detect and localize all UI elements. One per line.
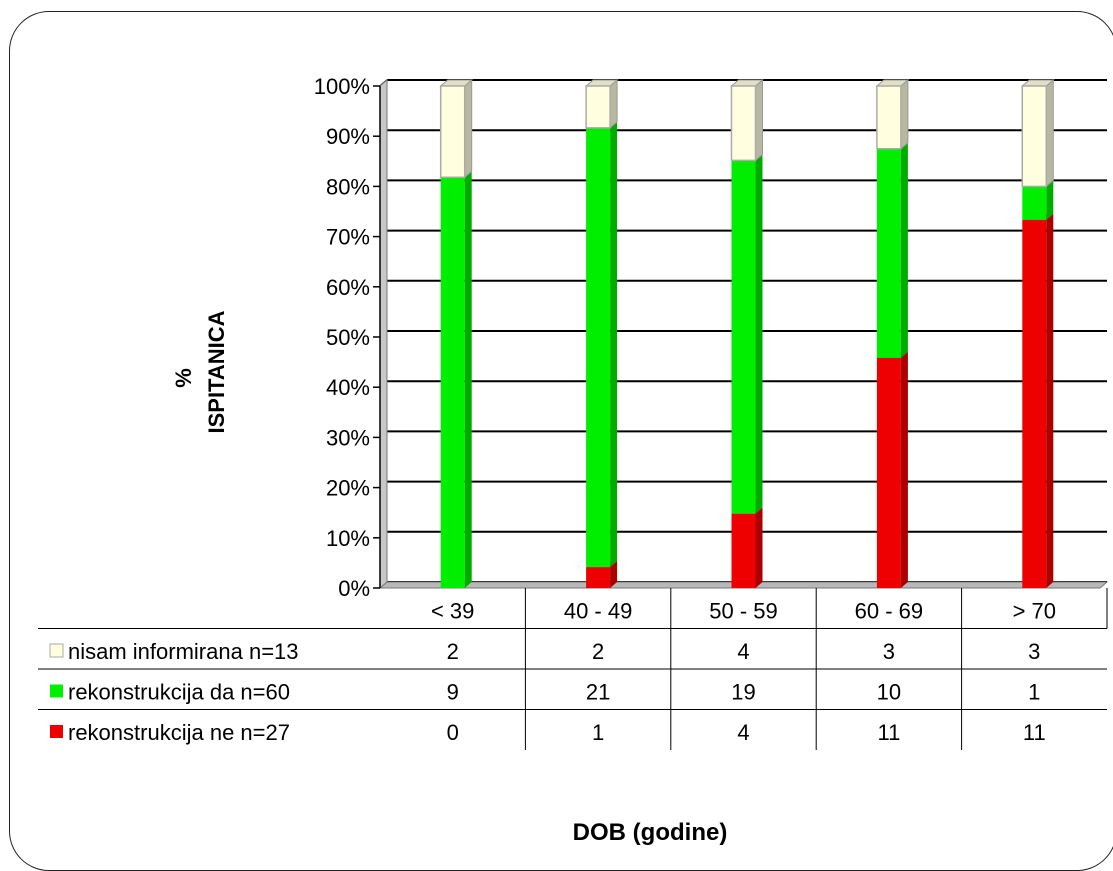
table-cell: 19 xyxy=(731,680,755,705)
bar-segment-rekonstrukcija-da xyxy=(731,160,756,514)
bar-segment-nisam-informirana-side xyxy=(755,78,763,162)
bar-segment-nisam-informirana-side xyxy=(464,78,473,179)
bar-segment-rekonstrukcija-ne-side xyxy=(755,507,763,588)
table-cell: 4 xyxy=(737,720,749,745)
table-cell: 21 xyxy=(586,680,610,705)
y-axis-label: ISPITANICA xyxy=(204,310,229,433)
x-tick-label: 50 - 59 xyxy=(709,599,778,624)
y-tick-label: 80% xyxy=(326,174,370,199)
legend-entry: nisam informirana n=13 xyxy=(68,639,299,664)
bar-segment-rekonstrukcija-da xyxy=(1022,186,1047,220)
y-tick-label: 70% xyxy=(326,225,370,250)
bar-segment-nisam-informirana xyxy=(876,85,902,150)
table-cell: 2 xyxy=(447,639,459,664)
bar-segment-rekonstrukcija-ne xyxy=(586,567,611,588)
bar-segment-rekonstrukcija-da xyxy=(440,177,465,589)
y-tick-label: 100% xyxy=(314,74,370,99)
y-tick-label: 0% xyxy=(338,576,370,601)
bar-segment-rekonstrukcija-ne-side xyxy=(1046,213,1054,588)
bar-segment-nisam-informirana xyxy=(585,85,611,129)
x-axis-label: DOB (godine) xyxy=(573,819,728,846)
chart-frame xyxy=(9,11,1113,871)
y-tick-label: 60% xyxy=(326,275,370,300)
table-cell: 0 xyxy=(447,720,459,745)
table-cell: 2 xyxy=(592,639,604,664)
table-cell: 11 xyxy=(1023,720,1046,745)
bar-segment-rekonstrukcija-ne xyxy=(876,357,901,588)
table-cell: 11 xyxy=(877,720,900,745)
bar-segment-nisam-informirana xyxy=(730,85,757,162)
chart-side-wall xyxy=(379,78,388,590)
bar-segment-rekonstrukcija-da xyxy=(586,127,611,568)
bar-segment-rekonstrukcija-da-side xyxy=(610,121,618,568)
legend-swatch xyxy=(49,643,64,658)
y-axis-label-symbol: % xyxy=(171,368,196,388)
y-tick-label: 50% xyxy=(326,325,370,350)
x-tick-label: > 70 xyxy=(1013,599,1056,624)
bar-segment-rekonstrukcija-da-side xyxy=(900,142,908,358)
y-tick-label: 30% xyxy=(326,425,370,450)
x-tick-label: < 39 xyxy=(431,599,474,624)
x-tick-label: 40 - 49 xyxy=(564,599,633,624)
bar-segment-rekonstrukcija-ne-side xyxy=(610,561,618,588)
bar-segment-nisam-informirana-side xyxy=(609,78,618,129)
table-cell: 10 xyxy=(877,680,901,705)
bar-segment-rekonstrukcija-ne-side xyxy=(900,351,908,588)
bar-segment-nisam-informirana-side xyxy=(1045,78,1054,188)
y-tick-label: 20% xyxy=(326,476,370,501)
table-cell: 3 xyxy=(1028,639,1040,664)
legend-entry: rekonstrukcija ne n=27 xyxy=(68,720,290,745)
bar-segment-rekonstrukcija-da-side xyxy=(755,154,763,514)
bar-segment-rekonstrukcija-da xyxy=(876,148,901,358)
legend-swatch xyxy=(50,725,63,738)
bar-segment-nisam-informirana xyxy=(1021,85,1048,188)
table-cell: 3 xyxy=(883,639,895,664)
table-cell: 9 xyxy=(447,680,459,705)
y-tick-label: 40% xyxy=(326,375,370,400)
bar-segment-rekonstrukcija-ne xyxy=(731,513,756,588)
table-cell: 4 xyxy=(737,639,749,664)
y-tick-label: 10% xyxy=(326,526,370,551)
y-tick-label: 90% xyxy=(326,124,370,149)
x-tick-label: 60 - 69 xyxy=(855,599,924,624)
table-cell: 1 xyxy=(1028,680,1040,705)
legend-entry: rekonstrukcija da n=60 xyxy=(68,680,290,705)
table-cell: 1 xyxy=(592,720,604,745)
bar-segment-nisam-informirana xyxy=(439,85,466,179)
bar-segment-rekonstrukcija-da-side xyxy=(464,171,472,589)
legend-swatch xyxy=(50,684,63,698)
bar-segment-rekonstrukcija-ne xyxy=(1022,219,1047,588)
bar-segment-rekonstrukcija-da-side xyxy=(1046,180,1054,220)
bar-segment-nisam-informirana-side xyxy=(900,78,909,150)
